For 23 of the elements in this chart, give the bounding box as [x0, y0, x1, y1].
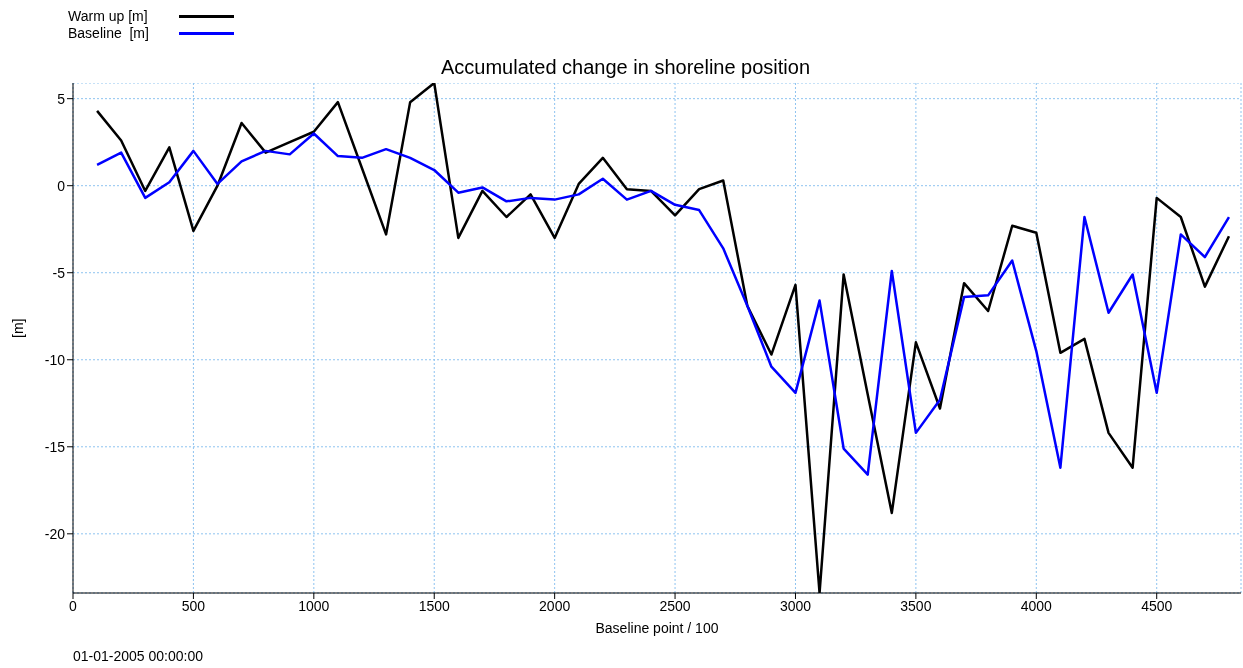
x-axis-title: Baseline point / 100 — [595, 620, 719, 636]
x-tick-label: 500 — [181, 597, 206, 614]
line-series — [95, 132, 1231, 476]
x-tick-label: 3500 — [900, 597, 932, 614]
x-tick-label: 4500 — [1141, 597, 1173, 614]
y-tick-label: -15 — [44, 438, 66, 455]
x-tick-label: 1000 — [298, 597, 330, 614]
legend-label: Baseline [m] — [68, 25, 150, 42]
x-tick-label: 2000 — [539, 597, 571, 614]
y-tick-label: 0 — [57, 177, 66, 194]
legend-label: Warm up [m] — [68, 8, 149, 25]
x-tick-label: 3000 — [779, 597, 812, 614]
y-tick-label: -20 — [44, 525, 66, 542]
x-tick-label: 2500 — [659, 597, 691, 614]
y-tick-label: -5 — [52, 264, 66, 281]
x-tick-label: 1500 — [418, 597, 451, 614]
y-axis-title: [m] — [9, 318, 26, 338]
y-tick-label: 5 — [57, 90, 66, 107]
x-tick-label: 0 — [69, 597, 78, 614]
chart-title: Accumulated change in shoreline position — [439, 56, 812, 79]
text: 01-01-2005 00:00:00 — [73, 648, 203, 664]
x-tick-label: 4000 — [1020, 597, 1053, 614]
y-tick-label: -10 — [44, 351, 66, 368]
